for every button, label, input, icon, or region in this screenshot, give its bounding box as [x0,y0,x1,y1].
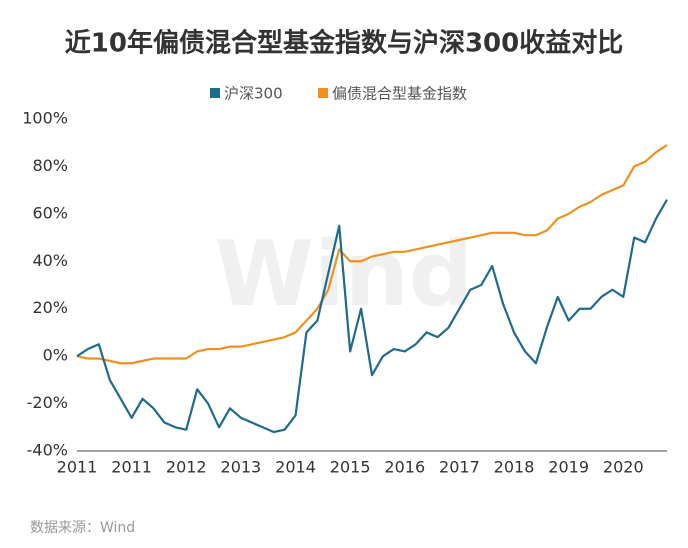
x-tick-label: 2014 [275,458,316,477]
legend-label: 偏债混合型基金指数 [332,85,467,103]
chart-title: 近10年偏债混合型基金指数与沪深300收益对比 [65,28,623,59]
x-tick-label: 2016 [384,458,425,477]
y-tick-label: 0% [43,346,68,365]
x-tick-label: 2019 [548,458,589,477]
x-tick-label: 2018 [494,458,535,477]
y-tick-label: 100% [22,109,68,128]
x-tick-label: 2020 [603,458,644,477]
y-tick-label: 20% [32,298,68,317]
legend-swatch [210,88,220,98]
source-note: 数据来源：Wind [30,520,135,536]
y-tick-label: -40% [27,441,68,460]
x-tick-label: 2012 [166,458,207,477]
y-tick-label: 40% [32,251,68,270]
x-tick-label: 2017 [439,458,480,477]
series-line [76,144,668,365]
x-tick-label: 2011 [111,458,152,477]
y-tick-label: -20% [27,393,68,412]
legend-label: 沪深300 [224,85,283,103]
legend-swatch [318,88,328,98]
x-tick-label: 2015 [330,458,371,477]
y-tick-label: 80% [32,156,68,175]
series-line [76,199,668,434]
x-tick-label: 2011 [57,458,98,477]
y-tick-label: 60% [32,203,68,222]
x-tick-label: 2013 [221,458,262,477]
